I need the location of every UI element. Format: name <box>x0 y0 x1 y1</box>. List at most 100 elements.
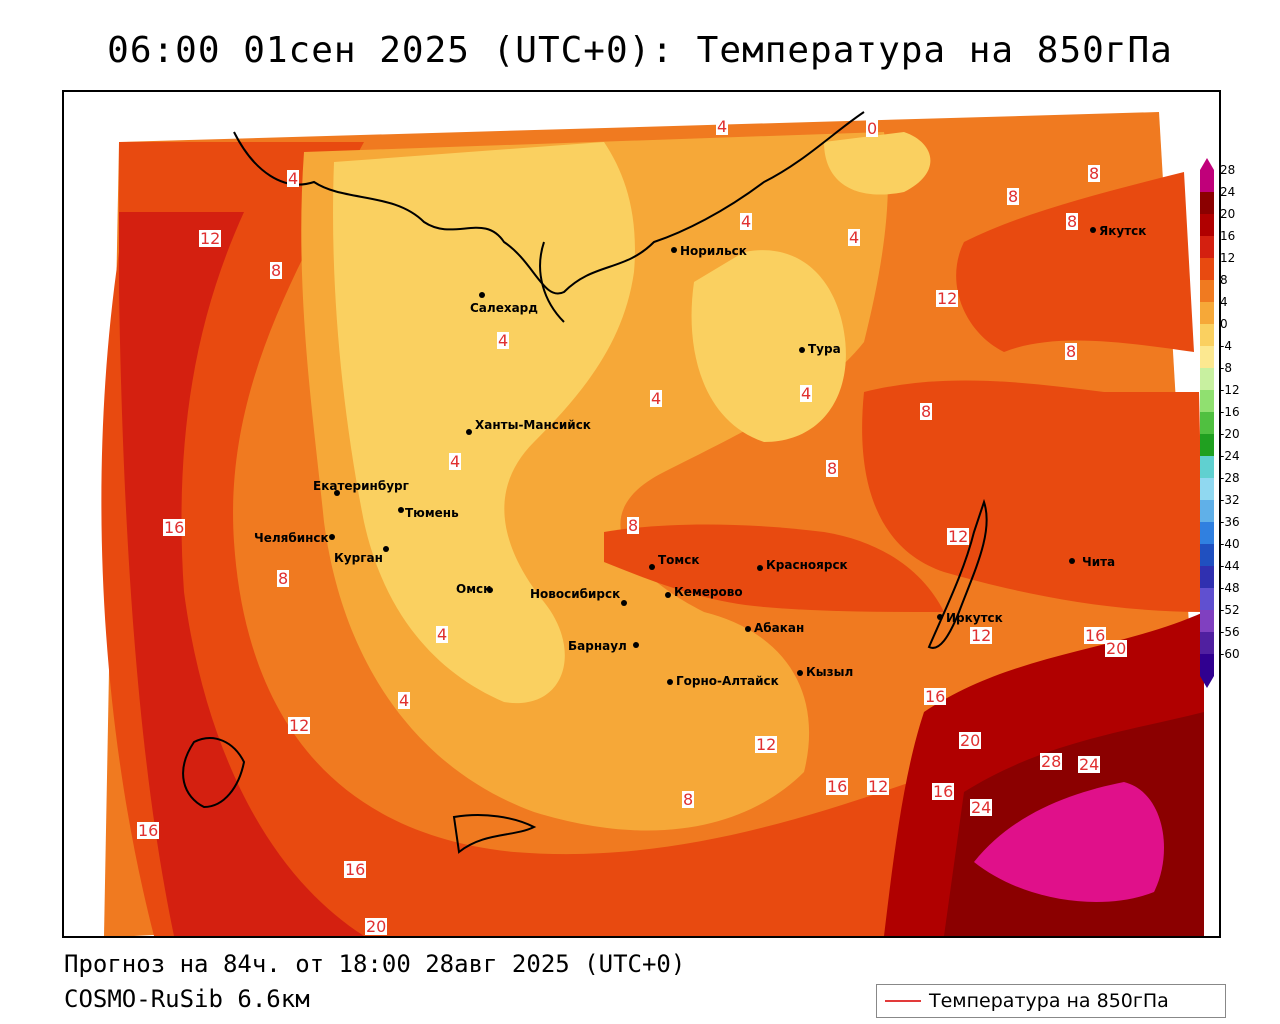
isotherm-value-label: 28 <box>1040 752 1063 771</box>
colorbar-tick-label: 0 <box>1220 317 1228 331</box>
city-label: Омск <box>456 582 492 596</box>
isotherm-value-label: 16 <box>1084 626 1107 645</box>
isotherm-value-label: 8 <box>920 402 933 421</box>
city-marker <box>479 292 485 298</box>
colorbar-cell <box>1200 302 1214 324</box>
colorbar-cell <box>1200 434 1214 456</box>
city-marker <box>1090 227 1096 233</box>
colorbar-cell <box>1200 412 1214 434</box>
colorbar-tick-label: 4 <box>1220 295 1228 309</box>
isotherm-value-label: 24 <box>970 798 993 817</box>
isotherm-value-label: 20 <box>365 917 388 936</box>
colorbar-cell <box>1200 478 1214 500</box>
city-label: Норильск <box>680 244 747 258</box>
isotherm-value-label: 8 <box>826 459 839 478</box>
colorbar-cell <box>1200 456 1214 478</box>
city-marker <box>383 546 389 552</box>
colorbar-cell <box>1200 368 1214 390</box>
isotherm-value-label: 16 <box>924 687 947 706</box>
colorbar-tick-label: -24 <box>1220 449 1240 463</box>
isotherm-value-label: 4 <box>497 331 510 350</box>
isotherm-value-label: 12 <box>755 735 778 754</box>
colorbar-tick-label: -28 <box>1220 471 1240 485</box>
isotherm-value-label: 12 <box>936 289 959 308</box>
isotherm-value-label: 8 <box>277 569 290 588</box>
isotherm-value-label: 8 <box>627 516 640 535</box>
temperature-map <box>62 90 1221 938</box>
city-label: Кемерово <box>674 585 743 599</box>
city-label: Красноярск <box>766 558 848 572</box>
colorbar-cell <box>1200 170 1214 192</box>
isotherm-value-label: 24 <box>1078 755 1101 774</box>
colorbar-cell <box>1200 588 1214 610</box>
colorbar-tick-label: 28 <box>1220 163 1236 177</box>
city-label: Екатеринбург <box>313 479 409 493</box>
city-marker <box>334 490 340 496</box>
colorbar-cell <box>1200 500 1214 522</box>
isotherm-value-label: 8 <box>1088 164 1101 183</box>
colorbar-tick-label: 8 <box>1220 273 1228 287</box>
colorbar-tick-label: -4 <box>1220 339 1232 353</box>
isotherm-value-label: 0 <box>866 119 879 138</box>
isotherm-value-label: 16 <box>826 777 849 796</box>
colorbar-cell <box>1200 192 1214 214</box>
isotherm-value-label: 12 <box>867 777 890 796</box>
model-name: COSMO-RuSib 6.6км <box>64 985 310 1013</box>
isotherm-value-label: 12 <box>199 229 222 248</box>
isotherm-value-label: 8 <box>1007 187 1020 206</box>
colorbar-tick-label: -12 <box>1220 383 1240 397</box>
isotherm-value-label: 4 <box>848 228 861 247</box>
city-marker <box>621 600 627 606</box>
isotherm-value-label: 4 <box>650 389 663 408</box>
colorbar-tick-label: 12 <box>1220 251 1236 265</box>
isotherm-value-label: 4 <box>716 117 729 136</box>
city-marker <box>633 642 639 648</box>
city-marker <box>649 564 655 570</box>
city-marker <box>799 347 805 353</box>
colorbar-cell <box>1200 544 1214 566</box>
forecast-info: Прогноз на 84ч. от 18:00 28авг 2025 (UTC… <box>64 950 686 978</box>
isotherm-value-label: 12 <box>288 716 311 735</box>
colorbar-cell <box>1200 390 1214 412</box>
colorbar-cell <box>1200 654 1214 676</box>
city-marker <box>745 626 751 632</box>
legend-label: Температура на 850гПа <box>929 990 1169 1012</box>
colorbar-tick-label: -16 <box>1220 405 1240 419</box>
colorbar-tick-label: 20 <box>1220 207 1236 221</box>
isotherm-value-label: 4 <box>398 691 411 710</box>
isotherm-value-label: 12 <box>970 626 993 645</box>
colorbar-tick-label: -48 <box>1220 581 1240 595</box>
isotherm-value-label: 4 <box>287 169 300 188</box>
city-label: Кызыл <box>806 665 854 679</box>
isotherm-value-label: 4 <box>800 384 813 403</box>
colorbar-cell <box>1200 632 1214 654</box>
city-marker <box>937 614 943 620</box>
isotherm-value-label: 8 <box>1066 212 1079 231</box>
city-marker <box>757 565 763 571</box>
isotherm-value-label: 4 <box>436 625 449 644</box>
colorbar-tick-label: -60 <box>1220 647 1240 661</box>
city-label: Горно-Алтайск <box>676 674 779 688</box>
city-label: Тура <box>808 342 841 356</box>
city-label: Салехард <box>470 301 538 315</box>
colorbar-cell <box>1200 610 1214 632</box>
colorbar-tick-label: 24 <box>1220 185 1236 199</box>
legend: Температура на 850гПа <box>876 984 1226 1018</box>
city-label: Курган <box>334 551 383 565</box>
city-marker <box>487 587 493 593</box>
city-label: Абакан <box>754 621 805 635</box>
isotherm-value-label: 20 <box>959 731 982 750</box>
colorbar-cell <box>1200 236 1214 258</box>
isotherm-value-label: 4 <box>740 212 753 231</box>
colorbar-cell <box>1200 258 1214 280</box>
colorbar-cell <box>1200 522 1214 544</box>
colorbar-tick-label: -44 <box>1220 559 1240 573</box>
colorbar-cell <box>1200 324 1214 346</box>
city-marker <box>665 592 671 598</box>
city-marker <box>667 679 673 685</box>
city-label: Чита <box>1082 555 1116 569</box>
colorbar-tick-label: -32 <box>1220 493 1240 507</box>
city-marker <box>671 247 677 253</box>
city-label: Новосибирск <box>530 587 621 601</box>
city-label: Ханты-Мансийск <box>475 418 591 432</box>
